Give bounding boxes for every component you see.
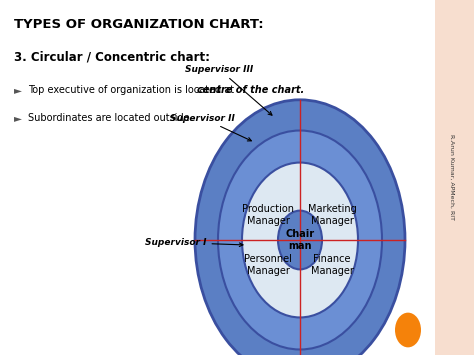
Text: Subordinates are located outside.: Subordinates are located outside. xyxy=(28,113,192,123)
Ellipse shape xyxy=(395,313,421,347)
Ellipse shape xyxy=(218,131,382,349)
Text: 3. Circular / Concentric chart:: 3. Circular / Concentric chart: xyxy=(14,50,210,63)
Text: Supervisor II: Supervisor II xyxy=(170,114,251,141)
Text: centre of the chart.: centre of the chart. xyxy=(197,85,305,95)
Text: Supervisor III: Supervisor III xyxy=(185,65,272,115)
Text: Finance
Manager: Finance Manager xyxy=(310,254,354,276)
Ellipse shape xyxy=(242,163,358,317)
Text: Chair
man: Chair man xyxy=(285,229,315,251)
Text: TYPES OF ORGANIZATION CHART:: TYPES OF ORGANIZATION CHART: xyxy=(14,18,264,31)
Text: Top executive of organization is located at: Top executive of organization is located… xyxy=(28,85,237,95)
Text: ►: ► xyxy=(14,113,22,123)
Text: Personnel
Manager: Personnel Manager xyxy=(244,254,292,276)
Ellipse shape xyxy=(278,211,322,269)
Text: Production
Manager: Production Manager xyxy=(242,204,294,226)
Text: R.Arun Kumar, APMech, RIT: R.Arun Kumar, APMech, RIT xyxy=(449,134,455,220)
Text: ►: ► xyxy=(14,85,22,95)
FancyBboxPatch shape xyxy=(435,0,474,355)
Text: Marketing
Manager: Marketing Manager xyxy=(308,204,356,226)
Ellipse shape xyxy=(195,100,405,355)
Text: Supervisor I: Supervisor I xyxy=(145,238,243,247)
